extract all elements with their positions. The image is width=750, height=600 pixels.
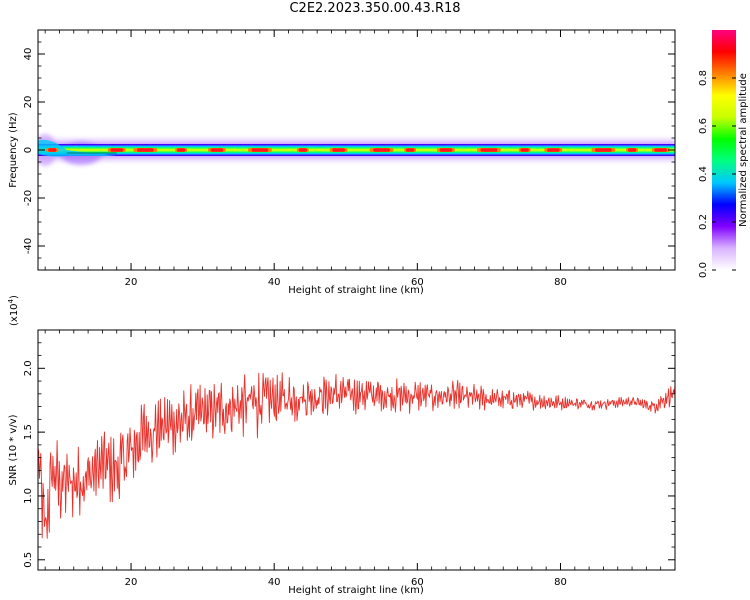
snr-x-label: Height of straight line (km) — [288, 585, 424, 596]
spectrogram-peak — [595, 148, 612, 152]
colorbar-tick-label: 0.4 — [698, 166, 709, 182]
snr-y-label: SNR (10 * v/v) — [8, 414, 19, 485]
spectrogram-peak — [520, 148, 529, 152]
spectrogram-peak — [210, 148, 224, 152]
colorbar-tick-label: 0.6 — [698, 118, 709, 134]
spectrogram-peak — [439, 148, 453, 152]
spectrogram-peak — [48, 148, 57, 152]
colorbar-tick-label: 0.2 — [698, 214, 709, 230]
spectrogram-peak — [110, 148, 124, 152]
colorbar-tick-label: 0.8 — [698, 70, 709, 86]
snr-y-tick-label: 1.0 — [23, 488, 34, 504]
snr-x-tick-label: 40 — [268, 577, 281, 588]
spectrogram-band-core — [38, 148, 675, 152]
spectrogram-peak — [332, 148, 345, 152]
spectrogram-y-tick-label: -40 — [23, 238, 34, 254]
spectrogram-y-axis: -40 -20 0 20 40 — [23, 29, 675, 271]
spectrogram-y-tick-label: -20 — [23, 190, 34, 206]
spectrogram-x-tick-label: 80 — [554, 277, 567, 288]
snr-series-line — [38, 372, 675, 539]
spectrogram-y-tick-label: 0 — [23, 147, 34, 153]
spectrogram-x-tick-label: 60 — [411, 277, 424, 288]
spectrogram-peak — [547, 148, 560, 152]
spectrogram-peak — [298, 148, 308, 152]
colorbar-gradient — [712, 30, 736, 270]
snr-panel: 20 40 60 80 0.5 1.0 1.5 2.0 Height of straight… — [7, 295, 676, 596]
snr-frame — [37, 329, 676, 571]
spectrogram-peak — [136, 148, 154, 152]
spectrogram-peak — [373, 148, 390, 152]
spectrogram-x-axis: 20 40 60 80 — [44, 30, 676, 288]
spectrogram-y-tick-label: 20 — [23, 96, 34, 109]
snr-x-tick-label: 80 — [554, 577, 567, 588]
snr-plot-area — [38, 330, 675, 570]
snr-y-tick-label: 0.5 — [23, 552, 34, 568]
snr-x-axis: 20 40 60 80 — [44, 330, 676, 588]
spectrogram-peak — [627, 148, 637, 152]
spectrogram-peak — [405, 148, 415, 152]
spectrogram-peak — [176, 148, 186, 152]
spectrogram-heatmap — [38, 134, 675, 166]
snr-y-tick-label: 1.5 — [23, 424, 34, 440]
snr-y-tick-label: 2.0 — [23, 360, 34, 376]
spectrogram-y-tick-label: 40 — [23, 48, 34, 61]
colorbar-tick-label: 0.0 — [698, 262, 709, 278]
colorbar-label: Normalized spectral amplitude — [738, 73, 749, 227]
spectrogram-x-tick-label: 20 — [125, 277, 138, 288]
snr-y-axis: 0.5 1.0 1.5 2.0 — [23, 342, 675, 568]
colorbar: 0.0 0.2 0.4 0.6 0.8 Normalized spectral ampl… — [698, 30, 749, 278]
figure-title: C2E2.2023.350.00.43.R18 — [289, 1, 461, 16]
spectrogram-peak — [654, 148, 667, 152]
spectrogram-x-label: Height of straight line (km) — [288, 285, 424, 296]
spectrogram-y-label: Frequency (Hz) — [8, 112, 19, 188]
snr-x-tick-label: 20 — [125, 577, 138, 588]
spectrogram-x-tick-label: 40 — [268, 277, 281, 288]
colorbar-axis: 0.0 0.2 0.4 0.6 0.8 — [698, 70, 736, 278]
snr-x-tick-label: 60 — [411, 577, 424, 588]
snr-y-multiplier: (x104) — [7, 295, 20, 326]
spectrogram-peak — [480, 148, 498, 152]
spectrogram-peak — [251, 148, 269, 152]
spectrogram-panel: 20 40 60 80 -40 -20 0 20 40 Height of straight … — [8, 29, 676, 296]
